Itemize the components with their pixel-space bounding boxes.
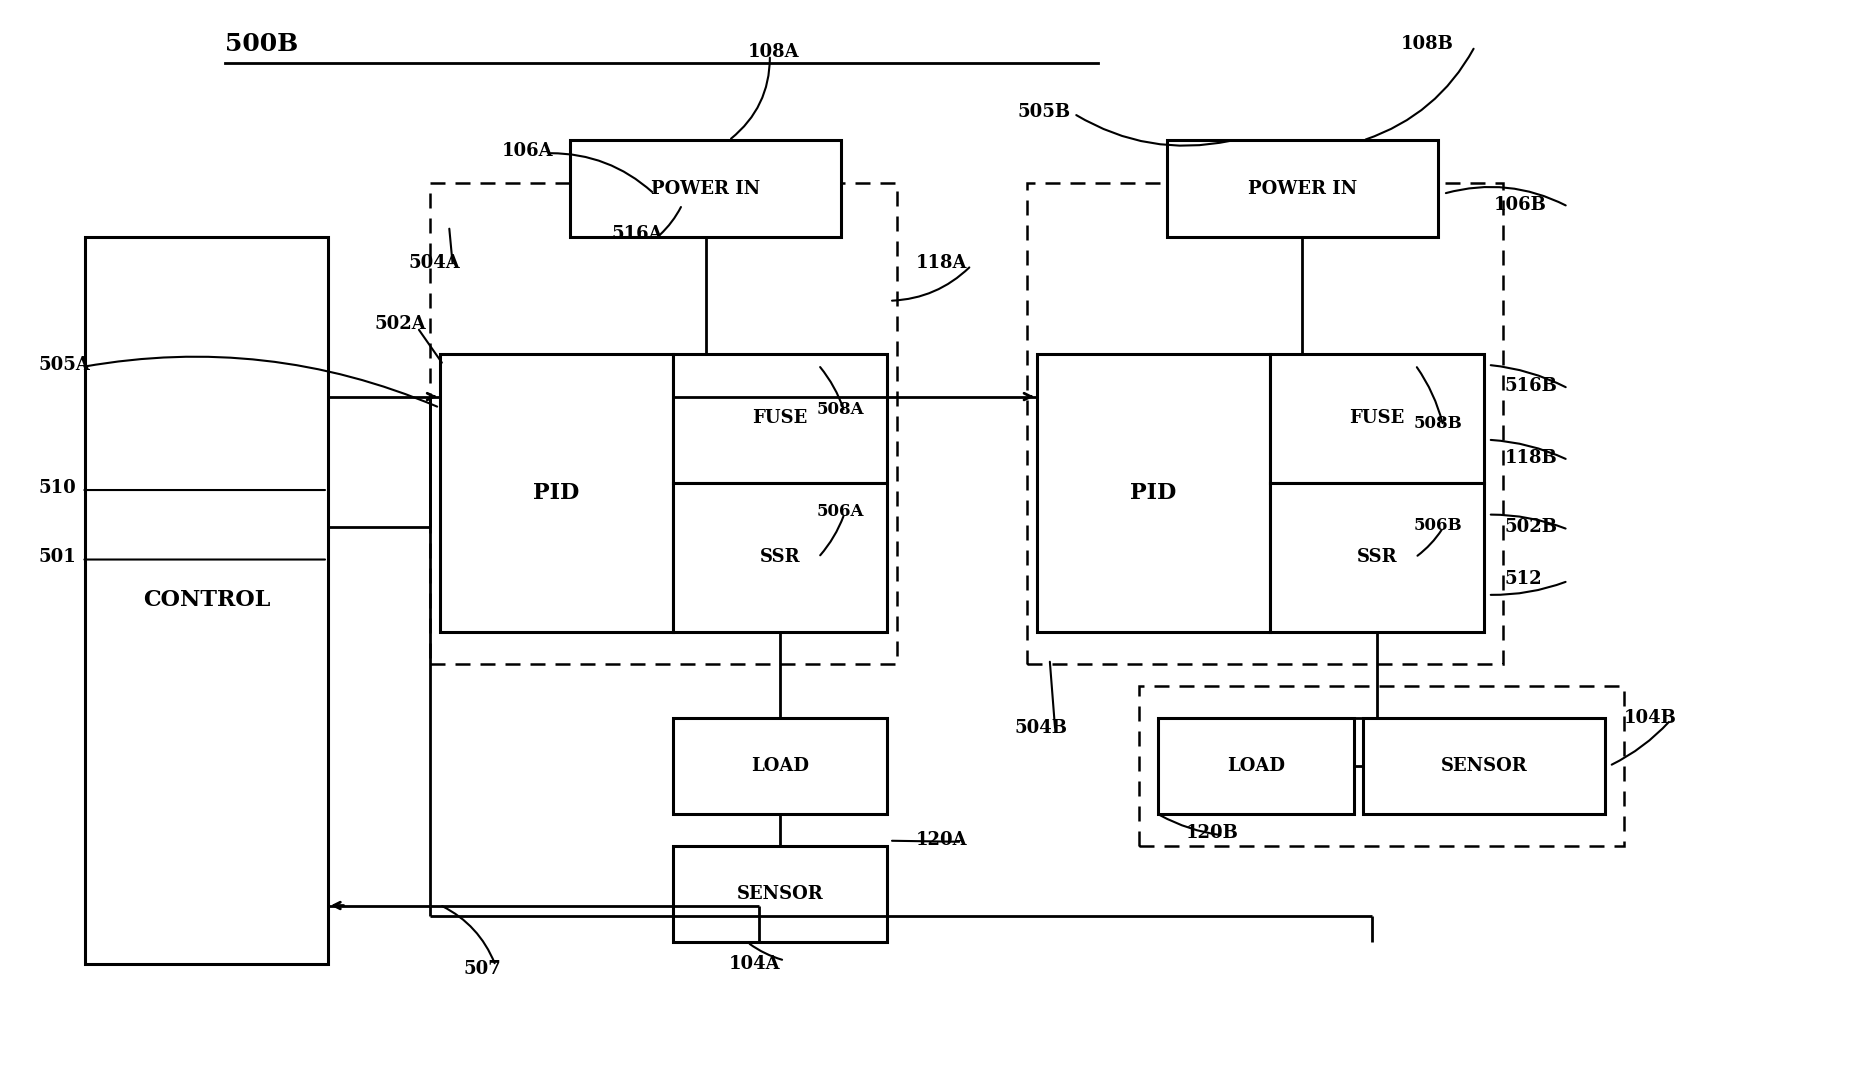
Text: 508A: 508A bbox=[816, 401, 865, 418]
Text: 504B: 504B bbox=[1014, 719, 1067, 738]
Bar bbox=[672, 846, 887, 942]
Text: 501: 501 bbox=[39, 549, 77, 566]
Text: PID: PID bbox=[1130, 482, 1177, 504]
Bar bbox=[1364, 718, 1605, 814]
Text: 108B: 108B bbox=[1401, 35, 1453, 54]
Bar bbox=[672, 482, 887, 632]
Bar bbox=[1270, 482, 1485, 632]
Text: LOAD: LOAD bbox=[1227, 757, 1285, 775]
Bar bbox=[86, 237, 327, 964]
Text: 502A: 502A bbox=[374, 315, 426, 333]
Text: SENSOR: SENSOR bbox=[1440, 757, 1528, 775]
Text: SSR: SSR bbox=[1356, 549, 1397, 566]
Bar bbox=[570, 140, 841, 237]
Bar bbox=[672, 718, 887, 814]
Text: 516A: 516A bbox=[611, 225, 663, 243]
Bar bbox=[672, 354, 887, 482]
Text: LOAD: LOAD bbox=[751, 757, 809, 775]
Text: 505B: 505B bbox=[1018, 103, 1070, 120]
Text: 510: 510 bbox=[39, 479, 77, 497]
Bar bbox=[439, 354, 672, 632]
Text: 108A: 108A bbox=[747, 43, 800, 61]
Text: 505A: 505A bbox=[39, 356, 90, 374]
Text: 512: 512 bbox=[1506, 570, 1543, 587]
Text: 120A: 120A bbox=[915, 831, 968, 849]
Text: 106A: 106A bbox=[501, 143, 553, 160]
Text: SENSOR: SENSOR bbox=[736, 885, 824, 904]
Text: 104B: 104B bbox=[1623, 709, 1677, 727]
Text: POWER IN: POWER IN bbox=[1248, 179, 1356, 197]
Text: 508B: 508B bbox=[1414, 415, 1463, 432]
Text: 516B: 516B bbox=[1506, 377, 1558, 396]
Text: 506A: 506A bbox=[816, 503, 865, 520]
Text: CONTROL: CONTROL bbox=[142, 590, 271, 611]
Bar bbox=[1168, 140, 1438, 237]
Text: 104A: 104A bbox=[729, 955, 781, 972]
Text: 504A: 504A bbox=[407, 254, 460, 272]
Bar bbox=[1139, 686, 1623, 846]
Text: 500B: 500B bbox=[226, 32, 299, 56]
Text: 502B: 502B bbox=[1506, 519, 1558, 536]
Bar bbox=[1158, 718, 1354, 814]
Bar bbox=[430, 183, 897, 665]
Bar bbox=[1270, 354, 1485, 482]
Text: 118B: 118B bbox=[1506, 449, 1558, 467]
Text: 120B: 120B bbox=[1186, 824, 1238, 843]
Text: SSR: SSR bbox=[760, 549, 800, 566]
Bar bbox=[1037, 354, 1270, 632]
Text: 507: 507 bbox=[463, 961, 502, 978]
Text: FUSE: FUSE bbox=[753, 410, 807, 428]
Text: 106B: 106B bbox=[1494, 195, 1547, 213]
Bar bbox=[1027, 183, 1504, 665]
Text: 118A: 118A bbox=[915, 254, 968, 272]
Text: PID: PID bbox=[532, 482, 579, 504]
Text: 506B: 506B bbox=[1414, 517, 1463, 534]
Text: POWER IN: POWER IN bbox=[650, 179, 760, 197]
Text: FUSE: FUSE bbox=[1349, 410, 1405, 428]
